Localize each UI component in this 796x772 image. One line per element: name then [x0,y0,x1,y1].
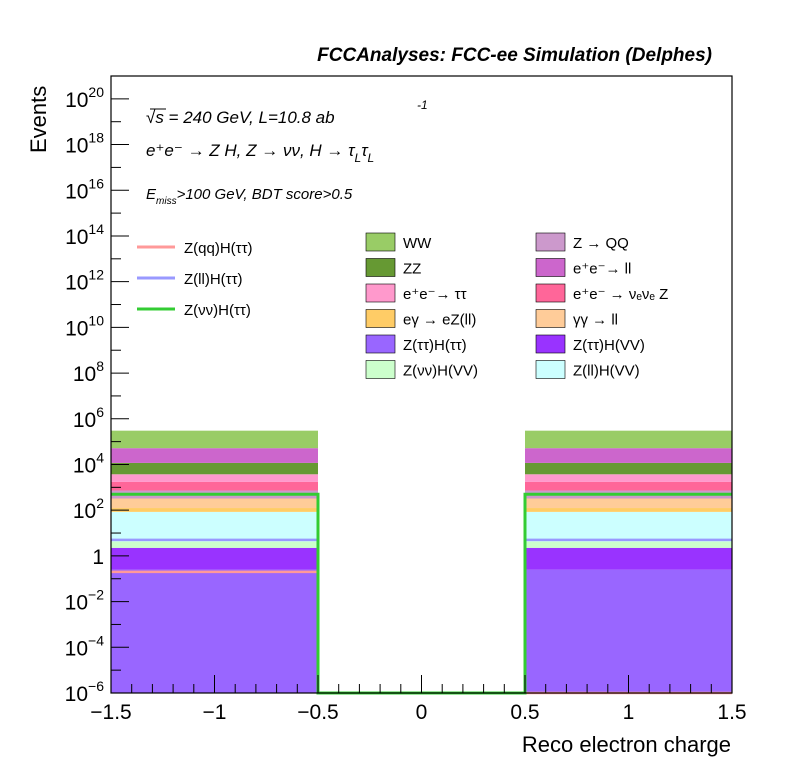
legend-fill-swatch [365,232,396,252]
annotation-line2-sub2: L [368,151,375,165]
legend-fill-swatch [535,258,566,277]
bar-segment [525,569,732,693]
y-tick-label: 1010 [65,312,104,340]
axis-ticks [110,75,733,694]
legend-entry-label: Z(νν)H(ττ) [184,302,251,319]
bar-segment [525,448,732,463]
bar-segment [525,511,732,542]
y-tick-label: 1020 [65,84,104,112]
bar-segment [525,430,732,449]
y-tick-label: 1 [92,546,104,569]
legend-entry-label: ZZ [403,261,421,278]
legend: Z(qq)H(ττ) Z(ll)H(ττ) Z(νν)H(ττ) WW ZZ e⁺e⁻→ … [137,232,668,380]
bar-segment [111,430,318,449]
legend-entry-label: γγ → ll [573,312,618,329]
bar-segment [111,547,318,570]
legend-entry-label: Z(qq)H(ττ) [184,240,253,257]
bar-segment [525,508,732,512]
x-tick-label: −0.5 [297,701,338,724]
bar-segment [111,508,318,512]
x-tick-label: 0.5 [510,701,539,724]
legend-entry-label: Z(ll)H(VV) [573,363,640,380]
y-tick-label: 106 [73,404,104,432]
bar-segment [111,481,318,491]
bar-segment [525,547,732,570]
y-tick-labels: 1020 1018 1016 1014 1012 1010 108 106 104 102 1 10−… [65,84,105,706]
x-tick-label: 0 [416,701,428,724]
legend-fill-swatch [365,309,396,328]
legend-entry-label: e⁺e⁻ → νₑνₑ Z [573,286,668,303]
legend-fill-swatch [365,258,396,277]
bar-segment [111,569,318,693]
y-tick-label: 1018 [65,130,104,158]
bar-segment [525,498,732,509]
y-tick-label: 1014 [65,221,104,249]
bar-segment [525,541,732,548]
annotation-line2: e⁺e⁻ → Z H, Z → νν, H → τ [146,141,356,160]
legend-entry-label: Z → QQ [573,235,629,252]
x-tick-label: −1.5 [90,701,131,724]
x-tick-labels: −1.5 −1 −0.5 0 0.5 1 1.5 [90,701,746,724]
y-tick-label: 102 [73,495,104,523]
annotation-process: e⁺e⁻ → Z H, Z → νν, H → τLτL [146,141,374,165]
bar-segment [111,511,318,542]
annotation-line1: √s = 240 GeV, L=10.8 ab [146,108,335,127]
legend-entry-label: eγ → eZ(ll) [403,312,476,329]
legend-fill-swatch [365,360,396,379]
y-tick-label: 1012 [65,267,104,295]
legend-fill-swatch [535,334,566,354]
annotation-line2-mid: τ [361,141,369,160]
bar-segment [525,481,732,491]
bar-segment [111,541,318,548]
y-tick-label: 10−6 [65,678,105,706]
y-tick-label: 1016 [65,175,104,203]
annotation-line3-post: >100 GeV, BDT score>0.5 [177,186,353,203]
bar-segment [111,474,318,482]
x-axis-label: Reco electron charge [522,732,731,757]
legend-fill-swatch [535,283,566,303]
annotation-energy-lumi: √s = 240 GeV, L=10.8 ab -1 [146,98,428,127]
x-tick-label: 1 [623,701,635,724]
svg-text:√s = 240 GeV, L=10.8 ab: √s = 240 GeV, L=10.8 ab [146,108,335,127]
annotation-cuts: Emiss>100 GeV, BDT score>0.5 [146,186,353,207]
legend-entry-label: Z(ll)H(ττ) [184,271,243,288]
svg-text:Emiss>100 GeV, BDT score>0.5: Emiss>100 GeV, BDT score>0.5 [146,186,353,207]
annotation-line3-sub: miss [156,196,177,207]
legend-entry-label: Z(ττ)H(ττ) [403,337,467,354]
legend-fill-swatch [535,360,566,379]
y-tick-label: 108 [73,358,104,386]
annotation-line1-sup: -1 [417,98,428,112]
y-axis-label: Events [26,86,51,153]
legend-fill-swatch [535,232,566,252]
annotation-line3-pre: E [146,186,157,203]
x-tick-label: 1.5 [717,701,746,724]
y-tick-label: 10−4 [65,632,105,660]
annotation-line2-sub1: L [355,151,362,165]
legend-entry-label: WW [403,235,432,252]
y-tick-label: 10−2 [65,587,105,615]
bar-segment [525,474,732,482]
legend-entry-label: e⁺e⁻→ ττ [403,286,467,303]
svg-text:e⁺e⁻ → Z H, Z → νν, H → τLτL: e⁺e⁻ → Z H, Z → νν, H → τLτL [146,141,374,165]
x-tick-label: −1 [203,701,227,724]
legend-entry-label: Z(ττ)H(VV) [573,337,645,354]
legend-entry-label: Z(νν)H(VV) [403,363,478,380]
legend-fill-swatch [365,334,396,354]
chart-title: FCCAnalyses: FCC-ee Simulation (Delphes) [317,45,712,66]
legend-entry-label: e⁺e⁻→ ll [573,261,631,278]
legend-fill-swatch [535,309,566,328]
legend-fill-swatch [365,283,396,303]
bar-segment [111,448,318,463]
bar-segment [525,462,732,475]
bar-segment [111,498,318,509]
stacked-bars [111,430,732,693]
y-tick-label: 104 [73,449,104,477]
bar-segment [111,462,318,475]
